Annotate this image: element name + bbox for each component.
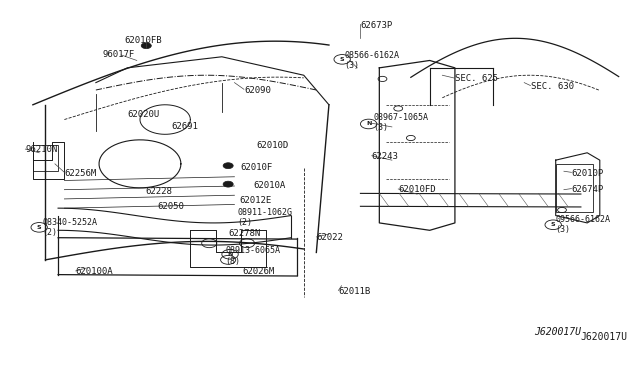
Text: SEC. 630: SEC. 630 [531, 82, 573, 91]
Text: 08566-6162A
(3): 08566-6162A (3) [345, 51, 400, 70]
Text: 96210N: 96210N [26, 145, 58, 154]
Text: 08340-5252A
(2): 08340-5252A (2) [42, 218, 97, 237]
Text: 62090: 62090 [244, 86, 271, 94]
Text: S: S [340, 57, 344, 62]
Text: 62022: 62022 [316, 233, 343, 242]
Text: 62010A: 62010A [253, 182, 285, 190]
Text: 62256M: 62256M [65, 169, 97, 177]
Text: 62228: 62228 [145, 187, 172, 196]
Text: N: N [227, 252, 233, 257]
Bar [33, 145, 58, 171]
Text: 62050: 62050 [157, 202, 184, 211]
Text: 62010FD: 62010FD [398, 185, 436, 194]
Text: 62010D: 62010D [257, 141, 289, 150]
Circle shape [223, 163, 233, 169]
Bar [556, 164, 593, 212]
Text: 08967-1065A
(3): 08967-1065A (3) [373, 113, 428, 132]
Text: 08911-1062G
(2): 08911-1062G (2) [237, 208, 292, 227]
Text: S: S [551, 222, 556, 227]
Circle shape [141, 43, 151, 49]
Text: 62011B: 62011B [339, 287, 371, 296]
Text: 62010F: 62010F [241, 163, 273, 172]
Text: N: N [366, 122, 371, 126]
Text: 09566-6162A
(3): 09566-6162A (3) [556, 215, 611, 234]
Text: 620100A: 620100A [76, 267, 113, 276]
Text: J620017U: J620017U [581, 332, 628, 342]
Text: S: S [37, 225, 42, 230]
Text: 62010FB: 62010FB [124, 36, 162, 45]
Text: 62278N: 62278N [228, 230, 260, 238]
Text: 62691: 62691 [172, 122, 198, 131]
Text: 62010P: 62010P [572, 169, 604, 177]
Text: J620017U: J620017U [534, 327, 581, 337]
Text: 62243: 62243 [372, 152, 399, 161]
Text: 62020U: 62020U [127, 109, 159, 119]
Text: 08913-6065A
(8): 08913-6065A (8) [225, 247, 280, 266]
Text: 62674P: 62674P [572, 185, 604, 194]
Circle shape [223, 181, 233, 187]
Text: 96017F: 96017F [102, 51, 134, 60]
Text: 62673P: 62673P [360, 21, 393, 30]
Text: 62026M: 62026M [242, 267, 275, 276]
Text: 62012E: 62012E [239, 196, 272, 205]
Text: SEC. 625: SEC. 625 [455, 74, 498, 83]
